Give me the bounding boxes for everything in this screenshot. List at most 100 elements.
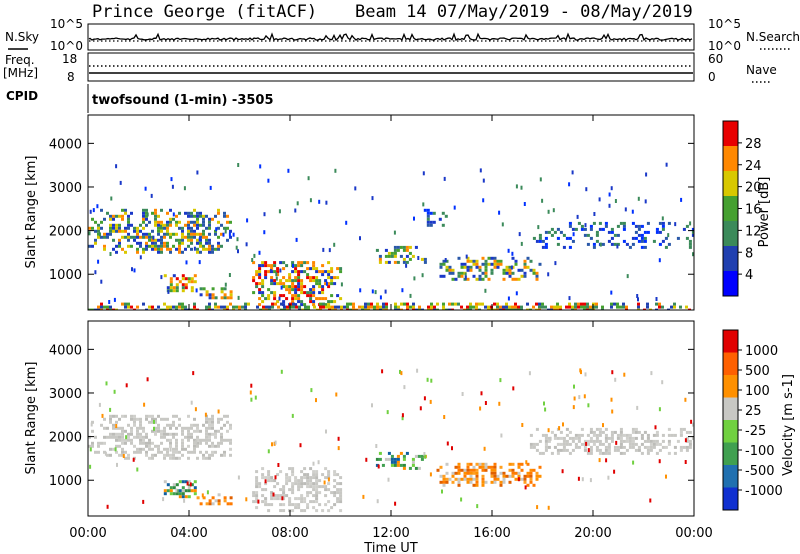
echo-cell	[172, 420, 175, 424]
echo-cell	[205, 420, 208, 424]
echo-cell	[592, 242, 596, 246]
echo-cell	[520, 268, 524, 272]
echo-cell	[121, 450, 124, 454]
y-tick-label: 4000	[49, 137, 82, 152]
echo-cell	[309, 300, 313, 304]
echo-cell	[237, 475, 240, 480]
echo-cell	[270, 476, 274, 480]
echo-cell	[595, 433, 599, 437]
echo-cell	[193, 302, 196, 306]
echo-cell	[103, 450, 106, 454]
echo-cell	[124, 226, 127, 230]
echo-cell	[643, 439, 647, 443]
echo-cell	[339, 482, 343, 486]
echo-cell	[196, 211, 199, 215]
echo-cell	[285, 288, 289, 292]
echo-cell	[139, 441, 142, 445]
echo-cell	[97, 223, 100, 227]
echo-cell	[229, 235, 232, 239]
echo-cell	[658, 230, 662, 234]
echo-cell	[586, 242, 590, 246]
nsky-line	[88, 32, 693, 42]
echo-cell	[541, 245, 545, 249]
echo-cell	[550, 233, 554, 237]
echo-cell	[306, 494, 310, 498]
echo-cell	[589, 436, 593, 440]
echo-cell	[151, 414, 154, 418]
echo-cell	[465, 254, 468, 259]
echo-cell	[163, 244, 166, 248]
echo-cell	[685, 439, 689, 443]
echo-cell	[652, 239, 656, 243]
power-x-ticks	[87, 115, 695, 310]
echo-cell	[267, 270, 271, 274]
echo-cell	[370, 302, 373, 306]
echo-cell	[157, 447, 160, 451]
echo-cell	[136, 426, 139, 430]
echo-cell	[258, 276, 262, 280]
echo-cell	[574, 433, 578, 437]
echo-cell	[432, 211, 436, 215]
echo-cell	[91, 429, 94, 433]
echo-cell	[502, 308, 505, 310]
echo-cell	[553, 433, 557, 437]
echo-cell	[469, 480, 473, 484]
echo-cell	[400, 302, 403, 306]
colorbar-segment	[723, 271, 738, 296]
echo-cell	[692, 252, 694, 257]
echo-cell	[460, 468, 464, 472]
echo-cell	[330, 276, 334, 280]
echo-cell	[175, 488, 178, 493]
echo-cell	[420, 457, 424, 461]
echo-cell	[193, 444, 196, 448]
echo-cell	[133, 417, 136, 421]
echo-cell	[499, 480, 503, 484]
echo-cell	[481, 271, 485, 275]
echo-cell	[205, 417, 208, 421]
echo-cell	[288, 285, 292, 289]
echo-cell	[282, 267, 286, 271]
echo-cell	[517, 277, 521, 281]
echo-cell	[291, 282, 295, 286]
echo-cell	[160, 235, 163, 239]
echo-cell	[312, 476, 316, 480]
echo-cell	[559, 448, 563, 452]
echo-cell	[655, 230, 659, 234]
echo-cell	[598, 197, 601, 202]
echo-cell	[220, 232, 223, 236]
echo-cell	[226, 420, 229, 424]
echo-cell	[130, 432, 133, 436]
x-tick-label: 20:00	[574, 526, 611, 541]
echo-cell	[327, 285, 331, 289]
echo-cell	[349, 302, 352, 306]
echo-cell	[508, 308, 511, 310]
echo-cell	[528, 371, 531, 376]
echo-cell	[205, 441, 208, 445]
echo-cell	[276, 270, 280, 274]
echo-cell	[365, 457, 368, 462]
echo-cell	[172, 244, 175, 248]
echo-cell	[339, 488, 343, 492]
echo-cell	[405, 451, 409, 455]
echo-cell	[130, 417, 133, 421]
echo-cell	[598, 221, 602, 225]
echo-cell	[517, 462, 521, 466]
echo-cell	[187, 232, 190, 236]
echo-cell	[163, 447, 166, 451]
echo-cell	[181, 438, 184, 442]
echo-cell	[532, 442, 536, 446]
echo-cell	[223, 423, 226, 427]
echo-cell	[306, 503, 310, 507]
echo-cell	[145, 211, 148, 215]
echo-cell	[508, 271, 512, 275]
echo-cell	[502, 268, 506, 272]
echo-cell	[303, 497, 307, 501]
echo-cell	[188, 480, 190, 485]
echo-cell	[288, 467, 292, 471]
echo-cell	[541, 239, 545, 243]
echo-cell	[611, 370, 614, 375]
echo-cell	[100, 220, 103, 224]
echo-cell	[637, 302, 640, 306]
echo-cell	[454, 465, 458, 469]
echo-cell	[652, 445, 656, 449]
